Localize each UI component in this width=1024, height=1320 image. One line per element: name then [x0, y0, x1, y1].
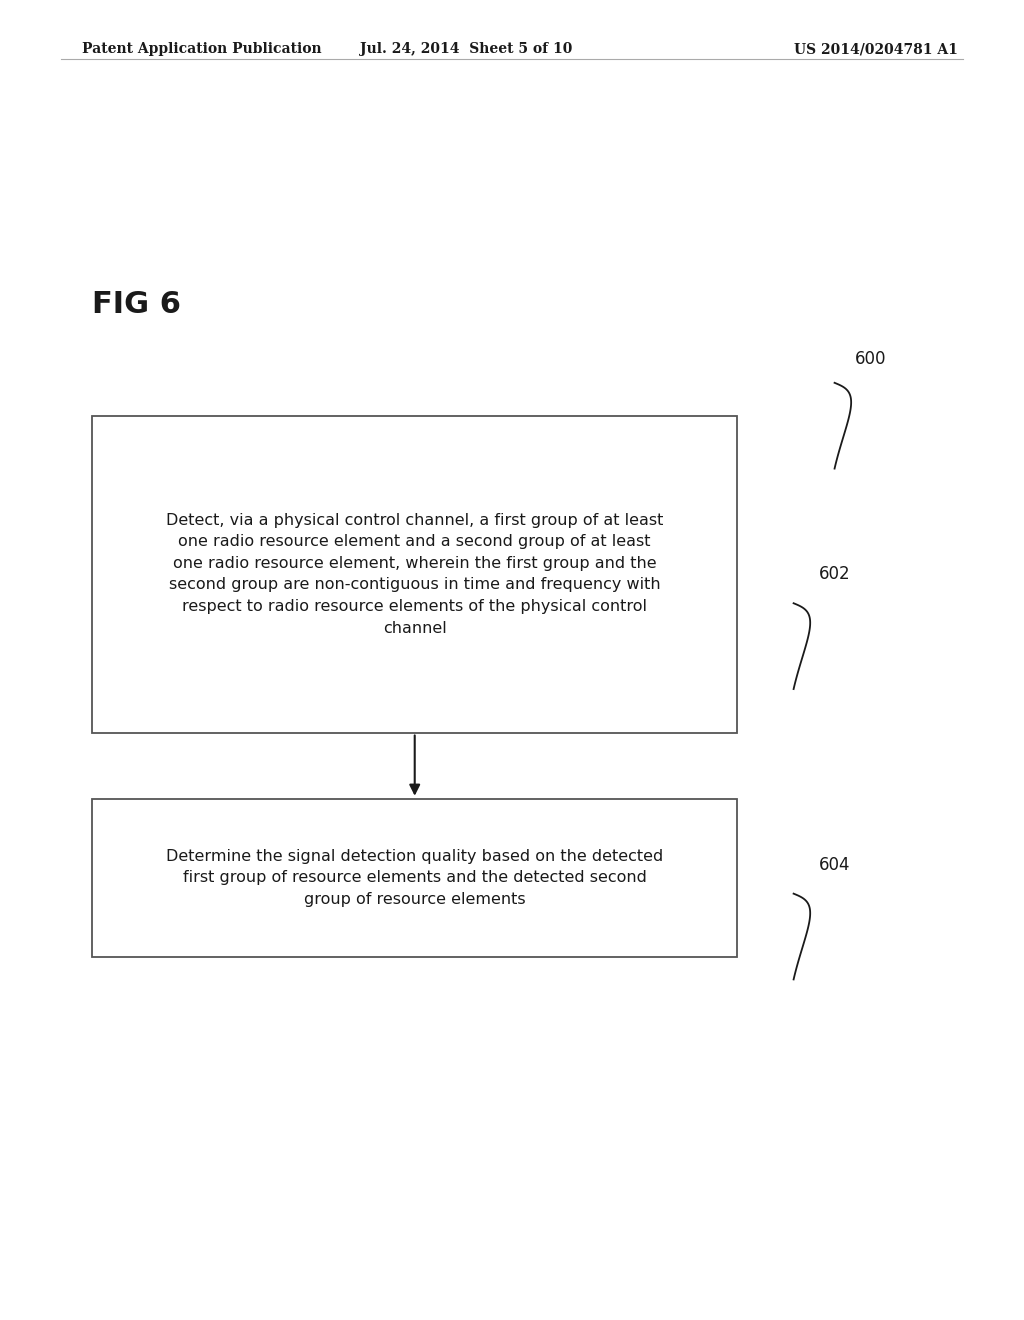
Text: 602: 602	[819, 565, 851, 583]
Text: 600: 600	[855, 350, 887, 368]
Text: FIG 6: FIG 6	[92, 290, 181, 319]
Text: Determine the signal detection quality based on the detected
first group of reso: Determine the signal detection quality b…	[166, 849, 664, 907]
Text: Detect, via a physical control channel, a first group of at least
one radio reso: Detect, via a physical control channel, …	[166, 512, 664, 636]
Text: Patent Application Publication: Patent Application Publication	[82, 42, 322, 57]
Text: Jul. 24, 2014  Sheet 5 of 10: Jul. 24, 2014 Sheet 5 of 10	[359, 42, 572, 57]
Text: 604: 604	[819, 855, 851, 874]
Text: US 2014/0204781 A1: US 2014/0204781 A1	[794, 42, 957, 57]
